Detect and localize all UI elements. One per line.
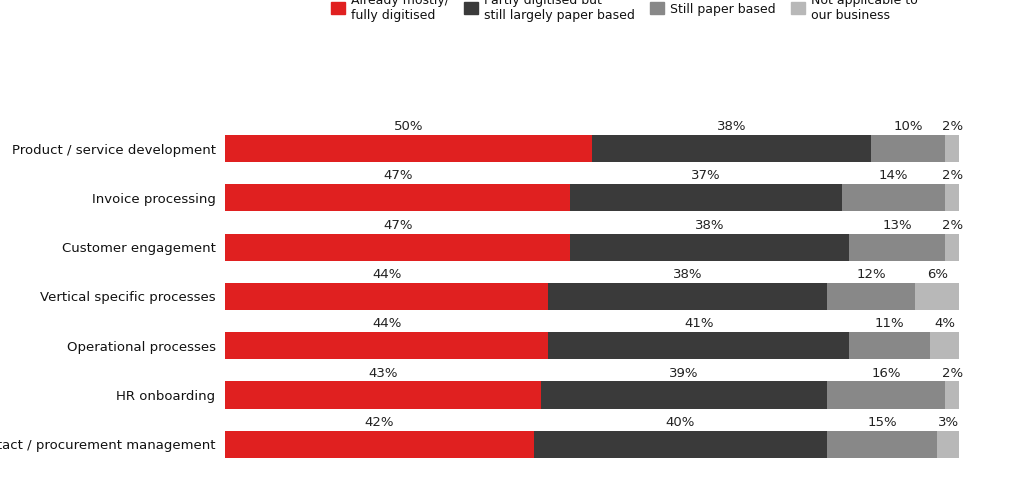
Text: 38%: 38% xyxy=(717,120,746,133)
Text: 6%: 6% xyxy=(927,268,948,281)
Bar xyxy=(225,382,541,409)
Text: 41%: 41% xyxy=(684,317,714,330)
Bar xyxy=(930,332,959,359)
Text: 38%: 38% xyxy=(673,268,702,281)
Text: 16%: 16% xyxy=(871,366,901,380)
Bar xyxy=(225,234,570,260)
Bar xyxy=(541,382,827,409)
Text: 2%: 2% xyxy=(941,169,963,182)
Text: 44%: 44% xyxy=(372,268,401,281)
Bar xyxy=(225,283,548,310)
Bar xyxy=(225,184,570,211)
Bar xyxy=(548,332,849,359)
Text: 38%: 38% xyxy=(695,219,725,232)
Bar xyxy=(871,135,945,162)
Text: 2%: 2% xyxy=(941,219,963,232)
Text: 3%: 3% xyxy=(938,416,959,429)
Text: 40%: 40% xyxy=(666,416,695,429)
Text: 13%: 13% xyxy=(883,219,912,232)
Bar xyxy=(945,234,959,260)
Text: 50%: 50% xyxy=(394,120,424,133)
Bar xyxy=(842,184,945,211)
Text: 14%: 14% xyxy=(879,169,908,182)
Bar xyxy=(225,135,592,162)
Bar xyxy=(849,332,930,359)
Bar xyxy=(534,431,827,458)
Bar xyxy=(915,283,959,310)
Text: 10%: 10% xyxy=(893,120,923,133)
Text: 44%: 44% xyxy=(372,317,401,330)
Bar xyxy=(548,283,827,310)
Text: 4%: 4% xyxy=(934,317,955,330)
Bar xyxy=(937,431,959,458)
Text: 42%: 42% xyxy=(365,416,394,429)
Text: 2%: 2% xyxy=(941,120,963,133)
Bar xyxy=(225,332,548,359)
Text: 37%: 37% xyxy=(691,169,721,182)
Bar xyxy=(570,234,849,260)
Text: 47%: 47% xyxy=(383,219,413,232)
Bar xyxy=(849,234,945,260)
Text: 11%: 11% xyxy=(874,317,904,330)
Text: 43%: 43% xyxy=(369,366,398,380)
Bar xyxy=(827,431,937,458)
Bar xyxy=(827,283,915,310)
Bar xyxy=(592,135,871,162)
Text: 12%: 12% xyxy=(856,268,886,281)
Bar xyxy=(945,135,959,162)
Bar xyxy=(945,382,959,409)
Bar xyxy=(570,184,842,211)
Bar xyxy=(225,431,534,458)
Text: 15%: 15% xyxy=(867,416,897,429)
Bar xyxy=(945,184,959,211)
Text: 39%: 39% xyxy=(670,366,699,380)
Text: 2%: 2% xyxy=(941,366,963,380)
Legend: Already mostly/
fully digitised, Partly digitised but
still largely paper based,: Already mostly/ fully digitised, Partly … xyxy=(327,0,923,27)
Text: 47%: 47% xyxy=(383,169,413,182)
Bar xyxy=(827,382,945,409)
